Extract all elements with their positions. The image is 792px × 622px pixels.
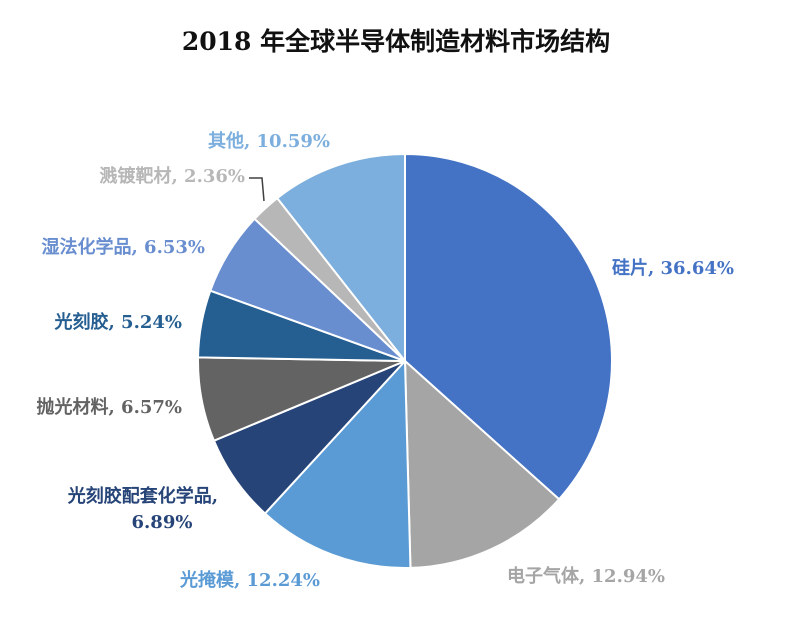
pie-slice-8 (275, 152, 406, 364)
data-label-8: 其他, 10.59% (208, 130, 330, 152)
data-label-6: 湿法化学品, 6.53% (42, 236, 205, 258)
pie-slice-0 (404, 152, 613, 501)
data-label-0: 硅片, 36.64% (612, 257, 734, 279)
data-label-4: 抛光材料, 6.57% (37, 396, 182, 418)
data-label-3: 光刻胶配套化学品, 6.89% (67, 485, 218, 533)
leader-line-7 (249, 177, 265, 202)
pie-slice-1 (403, 358, 561, 569)
pie-slice-2 (263, 358, 412, 569)
data-label-2: 光掩模, 12.24% (179, 569, 320, 591)
data-label-7: 溅镀靶材, 2.36% (100, 165, 245, 187)
data-label-5: 光刻胶, 5.24% (54, 311, 182, 333)
chart-title: 2018 年全球半导体制造材料市场结构 (181, 27, 611, 56)
data-label-1: 电子气体, 12.94% (507, 565, 665, 587)
